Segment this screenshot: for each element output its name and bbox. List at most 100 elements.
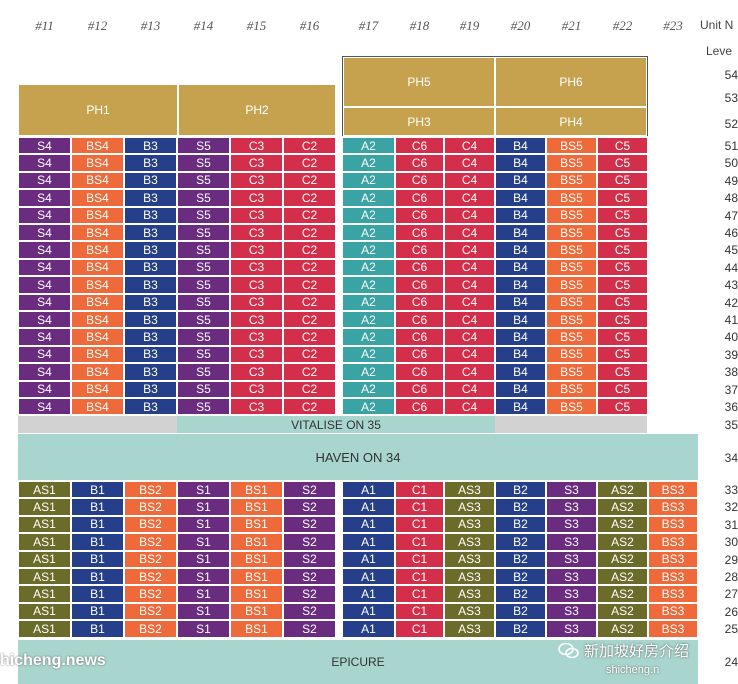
unit-cell: C4 [444,363,495,381]
unit-cell: AS2 [597,550,648,568]
unit-cell: BS2 [124,620,177,638]
unit-cell: B1 [71,498,124,516]
unit-cell: C2 [283,345,336,364]
unit-cell: S5 [177,328,230,346]
level-label: 25 [724,622,738,637]
unit-cell: C5 [597,258,648,277]
unit-cell: C2 [283,398,336,416]
unit-cell: A2 [342,224,395,242]
level-label: 52 [724,117,738,131]
unit-cell: C1 [395,533,444,551]
unit-cell: C5 [597,311,648,329]
unit-cell: C6 [395,380,444,398]
epicure-facility: EPICURE [18,640,698,684]
level-label: 38 [724,365,738,380]
unit-cell: BS4 [71,224,124,242]
unit-cell: S4 [18,206,71,224]
level-35-block [495,416,647,433]
unit-cell: B1 [71,481,124,499]
unit-cell: B4 [495,258,546,277]
unit-cell: A2 [342,154,395,172]
unit-cell: BS4 [71,276,124,294]
unit-cell: C6 [395,363,444,381]
unit-cell: BS4 [71,206,124,224]
unit-cell: S3 [546,568,597,586]
unit-number-header: #12 [87,18,108,33]
unit-cell: B1 [71,585,124,603]
unit-cell: A2 [342,241,395,259]
unit-cell: C2 [283,171,336,190]
unit-cell: C2 [283,137,336,155]
unit-cell: AS3 [444,550,495,568]
watermark-right-sub: shicheng.n [606,664,660,676]
unit-cell: BS1 [230,620,283,638]
unit-cell: S3 [546,515,597,534]
unit-cell: C1 [395,498,444,516]
unit-cell: C5 [597,398,648,416]
unit-cell: BS5 [546,154,597,172]
level-label: 37 [724,382,738,397]
vitalise-facility: VITALISE ON 35 [177,416,495,433]
unit-cell: A2 [342,380,395,398]
unit-cell: AS3 [444,585,495,603]
unit-cell: C3 [230,224,283,242]
unit-cell: S1 [177,568,230,586]
unit-cell: BS1 [230,515,283,534]
unit-cell: C4 [444,224,495,242]
unit-cell: C3 [230,380,283,398]
unit-cell: B3 [124,224,177,242]
unit-cell: B3 [124,380,177,398]
unit-cell: S4 [18,189,71,207]
unit-cell: C2 [283,258,336,277]
unit-cell: A1 [342,568,395,586]
unit-cell: C6 [395,258,444,277]
unit-cell: BS5 [546,258,597,277]
unit-number-header: #17 [358,18,379,33]
unit-cell: S4 [18,398,71,416]
unit-cell: B3 [124,189,177,207]
unit-cell: BS4 [71,241,124,259]
unit-cell: S1 [177,481,230,499]
unit-cell: A2 [342,293,395,311]
unit-cell: AS2 [597,602,648,621]
level-label: 28 [724,570,738,584]
unit-cell: B3 [124,398,177,416]
level-label: 29 [724,552,738,567]
unit-number-header: #11 [35,18,54,33]
unit-cell: S1 [177,533,230,551]
unit-cell: BS3 [648,602,698,621]
unit-cell: C2 [283,363,336,381]
unit-cell: BS4 [71,363,124,381]
unit-cell: BS2 [124,602,177,621]
unit-cell: S2 [283,498,336,516]
haven-facility: HAVEN ON 34 [18,434,698,480]
unit-cell: C6 [395,345,444,364]
unit-cell: B3 [124,363,177,381]
unit-cell: C1 [395,481,444,499]
unit-cell: C2 [283,224,336,242]
unit-cell: BS5 [546,363,597,381]
level-label: 43 [724,278,738,293]
unit-cell: B3 [124,258,177,277]
unit-cell: C3 [230,293,283,311]
unit-cell: S4 [18,363,71,381]
unit-cell: BS5 [546,293,597,311]
unit-cell: AS3 [444,620,495,638]
unit-cell: BS2 [124,533,177,551]
unit-cell: A2 [342,398,395,416]
unit-cell: B3 [124,293,177,311]
unit-cell: A2 [342,363,395,381]
unit-cell: C5 [597,380,648,398]
unit-cell: BS5 [546,311,597,329]
unit-cell: C4 [444,154,495,172]
unit-cell: B2 [495,620,546,638]
unit-cell: C4 [444,258,495,277]
unit-cell: S5 [177,241,230,259]
unit-cell: AS2 [597,533,648,551]
level-label: 45 [724,243,738,258]
unit-cell: B2 [495,585,546,603]
level-label: 40 [724,330,738,345]
unit-cell: C5 [597,276,648,294]
unit-cell: AS1 [18,515,71,534]
unit-cell: C2 [283,189,336,207]
